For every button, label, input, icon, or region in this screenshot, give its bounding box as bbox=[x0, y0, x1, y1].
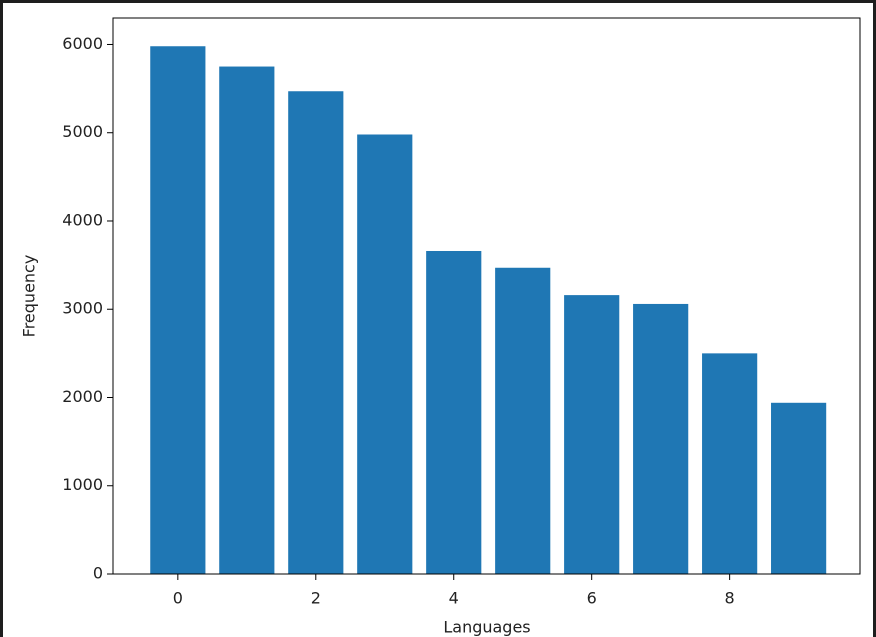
x-axis-label: Languages bbox=[443, 618, 530, 637]
bar bbox=[288, 91, 344, 574]
bar bbox=[495, 267, 551, 574]
bar bbox=[633, 303, 689, 574]
y-axis-label: Frequency bbox=[20, 255, 39, 338]
bar bbox=[357, 134, 413, 574]
bar bbox=[219, 66, 275, 575]
bar bbox=[771, 402, 827, 574]
x-tick-label: 2 bbox=[311, 589, 321, 608]
bar bbox=[564, 295, 620, 574]
y-tick-label: 5000 bbox=[62, 122, 103, 141]
y-tick-label: 1000 bbox=[62, 475, 103, 494]
bar bbox=[150, 46, 206, 574]
bar bbox=[702, 353, 758, 574]
plot-frame bbox=[112, 17, 861, 575]
y-tick-label: 3000 bbox=[62, 299, 103, 318]
y-tick-label: 6000 bbox=[62, 34, 103, 53]
x-tick-label: 8 bbox=[725, 589, 735, 608]
x-tick-label: 4 bbox=[449, 589, 459, 608]
x-tick-label: 6 bbox=[587, 589, 597, 608]
x-tick-label: 0 bbox=[173, 589, 183, 608]
y-tick-label: 4000 bbox=[62, 210, 103, 229]
bar bbox=[426, 250, 482, 574]
y-tick-label: 2000 bbox=[62, 387, 103, 406]
y-tick-label: 0 bbox=[93, 564, 103, 583]
